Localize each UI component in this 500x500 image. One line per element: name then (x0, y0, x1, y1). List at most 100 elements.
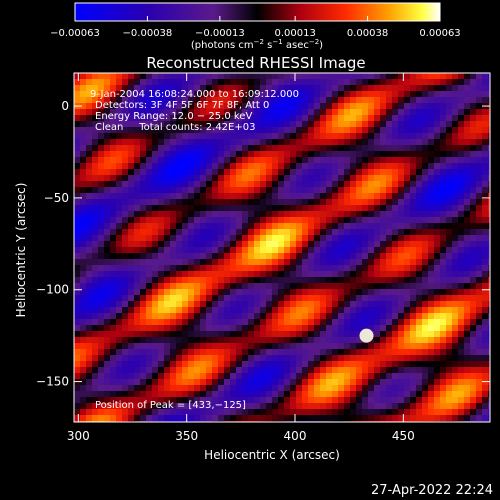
heatmap-cell (104, 127, 110, 133)
heatmap-cell (134, 277, 140, 283)
heatmap-cell (158, 199, 164, 205)
heatmap-cell (248, 73, 254, 79)
heatmap-cell (110, 169, 116, 175)
heatmap-cell (122, 349, 128, 355)
heatmap-cell (380, 349, 386, 355)
heatmap-cell (164, 415, 170, 421)
heatmap-cell (74, 181, 80, 187)
peak-marker (359, 328, 374, 343)
heatmap-cell (356, 397, 362, 403)
heatmap-cell (182, 373, 188, 379)
heatmap-cell (254, 253, 260, 259)
heatmap-cell (464, 229, 470, 235)
heatmap-cell (176, 403, 182, 409)
heatmap-cell (278, 169, 284, 175)
heatmap-cell (386, 373, 392, 379)
heatmap-cell (362, 91, 368, 97)
heatmap-cell (416, 253, 422, 259)
heatmap-cell (242, 355, 248, 361)
heatmap-cell (200, 415, 206, 421)
heatmap-cell (260, 187, 266, 193)
heatmap-cell (452, 367, 458, 373)
heatmap-cell (344, 259, 350, 265)
heatmap-cell (92, 283, 98, 289)
heatmap-cell (272, 253, 278, 259)
heatmap-cell (158, 217, 164, 223)
heatmap-cell (122, 199, 128, 205)
heatmap-cell (194, 265, 200, 271)
heatmap-cell (74, 247, 80, 253)
heatmap-cell (488, 319, 490, 325)
heatmap-cell (218, 109, 224, 115)
heatmap-cell (350, 103, 356, 109)
heatmap-cell (386, 283, 392, 289)
heatmap-cell (458, 211, 464, 217)
heatmap-cell (254, 223, 260, 229)
heatmap-cell (272, 241, 278, 247)
heatmap-cell (488, 295, 490, 301)
heatmap-cell (332, 343, 338, 349)
heatmap-cell (344, 247, 350, 253)
heatmap-cell (326, 385, 332, 391)
heatmap-cell (416, 211, 422, 217)
heatmap-cell (104, 295, 110, 301)
heatmap-cell (416, 367, 422, 373)
heatmap-cell (80, 259, 86, 265)
heatmap-cell (122, 181, 128, 187)
heatmap-cell (458, 223, 464, 229)
heatmap-cell (482, 121, 488, 127)
heatmap-cell (110, 301, 116, 307)
heatmap-cell (464, 397, 470, 403)
heatmap-cell (218, 367, 224, 373)
heatmap-cell (164, 127, 170, 133)
heatmap-cell (470, 103, 476, 109)
heatmap-cell (218, 313, 224, 319)
heatmap-cell (326, 367, 332, 373)
heatmap-cell (356, 73, 362, 79)
heatmap-cell (482, 337, 488, 343)
heatmap-cell (416, 193, 422, 199)
heatmap-cell (86, 127, 92, 133)
heatmap-cell (440, 211, 446, 217)
heatmap-cell (314, 391, 320, 397)
heatmap-cell (194, 145, 200, 151)
heatmap-cell (98, 73, 104, 79)
heatmap-cell (452, 325, 458, 331)
heatmap-cell (410, 103, 416, 109)
heatmap-cell (164, 169, 170, 175)
heatmap-cell (392, 325, 398, 331)
heatmap-cell (428, 397, 434, 403)
heatmap-cell (386, 91, 392, 97)
heatmap-cell (446, 139, 452, 145)
heatmap-cell (146, 349, 152, 355)
heatmap-cell (182, 301, 188, 307)
heatmap-cell (254, 259, 260, 265)
heatmap-cell (218, 385, 224, 391)
heatmap-cell (332, 85, 338, 91)
heatmap-cell (266, 355, 272, 361)
heatmap-cell (80, 397, 86, 403)
heatmap-cell (74, 367, 80, 373)
heatmap-cell (170, 169, 176, 175)
heatmap-cell (284, 91, 290, 97)
heatmap-cell (374, 205, 380, 211)
heatmap-cell (464, 133, 470, 139)
heatmap-cell (128, 385, 134, 391)
heatmap-cell (110, 151, 116, 157)
colorbar-tick-label: −0.00013 (195, 28, 245, 39)
heatmap-cell (140, 103, 146, 109)
heatmap-cell (482, 223, 488, 229)
heatmap-cell (446, 385, 452, 391)
heatmap-cell (182, 103, 188, 109)
heatmap-cell (320, 319, 326, 325)
heatmap-cell (482, 133, 488, 139)
heatmap-cell (278, 409, 284, 415)
heatmap-cell (416, 121, 422, 127)
heatmap-cell (272, 85, 278, 91)
heatmap-cell (422, 379, 428, 385)
heatmap-cell (452, 151, 458, 157)
heatmap-cell (338, 379, 344, 385)
heatmap-cell (302, 343, 308, 349)
heatmap-cell (128, 337, 134, 343)
heatmap-cell (392, 271, 398, 277)
